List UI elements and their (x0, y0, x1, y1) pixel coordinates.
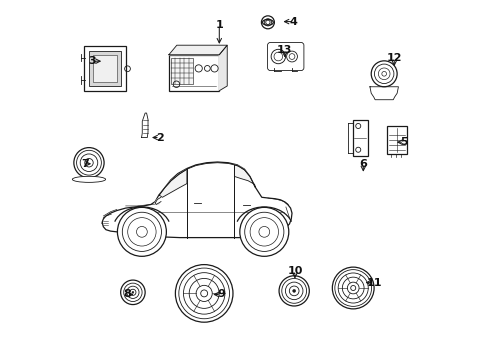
FancyBboxPatch shape (84, 46, 126, 91)
Circle shape (74, 148, 104, 178)
FancyBboxPatch shape (93, 55, 117, 82)
Polygon shape (369, 87, 398, 100)
Circle shape (370, 61, 396, 87)
Ellipse shape (262, 19, 273, 25)
Text: 1: 1 (215, 20, 223, 30)
FancyBboxPatch shape (168, 55, 219, 91)
Circle shape (261, 16, 274, 29)
Text: 9: 9 (217, 289, 224, 300)
FancyBboxPatch shape (267, 42, 303, 71)
Text: 5: 5 (400, 137, 407, 147)
Text: 8: 8 (123, 289, 131, 300)
Polygon shape (234, 165, 255, 187)
Polygon shape (155, 197, 161, 204)
Text: 6: 6 (359, 159, 366, 169)
Circle shape (270, 49, 285, 64)
Text: 3: 3 (89, 56, 96, 66)
Circle shape (117, 207, 166, 256)
Circle shape (292, 289, 295, 292)
Text: 12: 12 (386, 53, 401, 63)
Text: 7: 7 (81, 159, 88, 169)
Text: 4: 4 (289, 17, 297, 27)
Circle shape (175, 265, 232, 322)
Circle shape (286, 51, 297, 62)
Ellipse shape (72, 176, 105, 183)
Polygon shape (219, 45, 227, 91)
Polygon shape (102, 162, 291, 238)
Polygon shape (168, 45, 227, 55)
Polygon shape (159, 169, 186, 197)
Circle shape (279, 276, 309, 306)
FancyBboxPatch shape (89, 51, 121, 86)
Circle shape (121, 280, 145, 305)
Circle shape (132, 291, 134, 293)
Polygon shape (141, 113, 148, 138)
FancyBboxPatch shape (170, 58, 193, 84)
Circle shape (332, 267, 373, 309)
FancyBboxPatch shape (352, 120, 367, 156)
Circle shape (239, 207, 288, 256)
Text: 10: 10 (286, 266, 302, 276)
Text: 2: 2 (156, 132, 163, 143)
Text: 13: 13 (277, 45, 292, 55)
Text: 11: 11 (366, 278, 381, 288)
FancyBboxPatch shape (386, 126, 406, 154)
